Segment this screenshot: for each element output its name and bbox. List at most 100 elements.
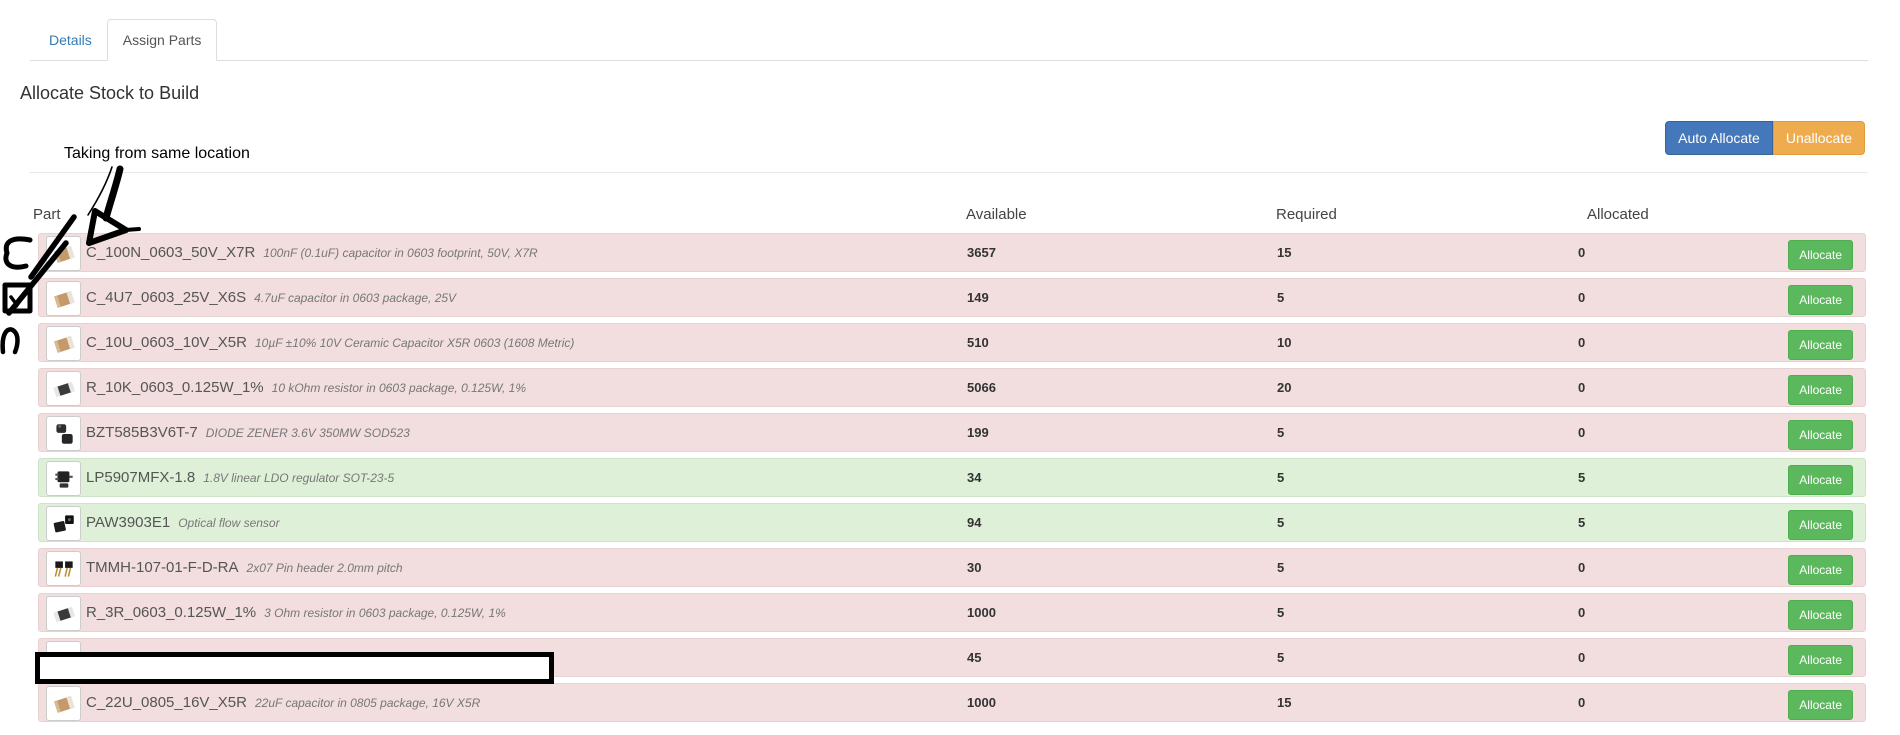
- required-value: 5: [1277, 425, 1285, 440]
- tab-assign-parts[interactable]: Assign Parts: [106, 19, 218, 61]
- allocate-button[interactable]: Allocate: [1788, 285, 1853, 315]
- diode-photo-icon: [46, 416, 81, 451]
- part-description: 22uF capacitor in 0805 package, 16V X5R: [254, 696, 481, 710]
- capacitor-photo-icon: [46, 236, 81, 271]
- part-row-7: PAW3903E1 Optical flow sensor 94 5 5 All…: [38, 503, 1866, 542]
- part-name: LP5907MFX-1.8: [86, 469, 196, 486]
- required-value: 5: [1277, 470, 1285, 485]
- part-row-5: BZT585B3V6T-7 DIODE ZENER 3.6V 350MW SOD…: [38, 413, 1866, 452]
- available-value: 1000: [967, 605, 996, 620]
- allocated-value: 0: [1578, 560, 1586, 575]
- allocated-value: 0: [1578, 335, 1586, 350]
- pin-header-photo-icon: [46, 551, 81, 586]
- available-value: 5066: [967, 380, 996, 395]
- part-name: TMMH-107-01-F-D-RA: [86, 559, 239, 576]
- sensor-photo-icon: [46, 506, 81, 541]
- allocate-button[interactable]: Allocate: [1788, 375, 1853, 405]
- part-row-8: TMMH-107-01-F-D-RA 2x07 Pin header 2.0mm…: [38, 548, 1866, 587]
- part-name: PAW3903E1: [86, 514, 171, 531]
- allocation-toolbar: Auto Allocate Unallocate: [1665, 121, 1865, 155]
- column-header-allocated: Allocated: [1587, 206, 1649, 223]
- allocated-value: 0: [1578, 425, 1586, 440]
- column-header-available: Available: [966, 206, 1027, 223]
- part-name: R_3R_0603_0.125W_1%: [86, 604, 257, 621]
- allocate-button[interactable]: Allocate: [1788, 690, 1853, 720]
- available-value: 149: [967, 290, 989, 305]
- available-value: 30: [967, 560, 982, 575]
- drawn-squiggle-row3: [0, 327, 20, 355]
- required-value: 15: [1277, 245, 1292, 260]
- part-description: 3 Ohm resistor in 0603 package, 0.125W, …: [264, 606, 506, 620]
- allocated-value: 0: [1578, 605, 1586, 620]
- divider: [30, 172, 1868, 173]
- allocate-button[interactable]: Allocate: [1788, 240, 1853, 270]
- required-value: 15: [1277, 695, 1292, 710]
- allocate-button[interactable]: Allocate: [1788, 330, 1853, 360]
- available-value: 510: [967, 335, 989, 350]
- part-row-11: C_22U_0805_16V_X5R 22uF capacitor in 080…: [38, 683, 1866, 722]
- arrow-head-tail: [124, 227, 141, 232]
- allocated-value: 0: [1578, 290, 1586, 305]
- allocate-button[interactable]: Allocate: [1788, 555, 1853, 585]
- arrow-curve: [87, 166, 113, 216]
- drawn-checkbox-tick: [9, 287, 30, 308]
- capacitor-photo-icon: [46, 281, 81, 316]
- allocated-value: 5: [1578, 470, 1586, 485]
- allocated-value: 0: [1578, 650, 1586, 665]
- page-title: Allocate Stock to Build: [20, 83, 200, 103]
- allocated-value: 0: [1578, 695, 1586, 710]
- allocate-button[interactable]: Allocate: [1788, 600, 1853, 630]
- capacitor-photo-icon: [46, 686, 81, 721]
- tab-details[interactable]: Details: [49, 32, 92, 48]
- allocate-button[interactable]: Allocate: [1788, 645, 1853, 675]
- resistor-photo-icon: [46, 596, 81, 631]
- allocated-value: 5: [1578, 515, 1586, 530]
- tab-bar: Details Assign Parts: [30, 19, 1868, 61]
- column-header-part: Part: [33, 206, 61, 223]
- part-description: Optical flow sensor: [178, 516, 280, 530]
- handwritten-note: Taking from same location: [64, 145, 250, 162]
- auto-allocate-button[interactable]: Auto Allocate: [1665, 121, 1773, 155]
- available-value: 1000: [967, 695, 996, 710]
- part-description: 10 kOhm resistor in 0603 package, 0.125W…: [271, 381, 526, 395]
- required-value: 5: [1277, 290, 1285, 305]
- part-name: C_22U_0805_16V_X5R: [86, 694, 247, 711]
- part-row-9: R_3R_0603_0.125W_1% 3 Ohm resistor in 06…: [38, 593, 1866, 632]
- required-value: 20: [1277, 380, 1292, 395]
- available-value: 3657: [967, 245, 996, 260]
- part-name: R_10K_0603_0.125W_1%: [86, 379, 264, 396]
- part-name: C_10U_0603_10V_X5R: [86, 334, 247, 351]
- resistor-photo-icon: [46, 371, 81, 406]
- regulator-photo-icon: [46, 461, 81, 496]
- part-row-6: LP5907MFX-1.8 1.8V linear LDO regulator …: [38, 458, 1866, 497]
- part-row-3: C_10U_0603_10V_X5R 10µF ±10% 10V Ceramic…: [38, 323, 1866, 362]
- unallocate-button[interactable]: Unallocate: [1772, 121, 1865, 155]
- required-value: 5: [1277, 650, 1285, 665]
- drawn-checkbox-row2: [2, 282, 33, 314]
- part-description: 2x07 Pin header 2.0mm pitch: [246, 561, 403, 575]
- allocated-value: 0: [1578, 380, 1586, 395]
- allocate-button[interactable]: Allocate: [1788, 465, 1853, 495]
- part-name: C_4U7_0603_25V_X6S: [86, 289, 247, 306]
- column-header-required: Required: [1276, 206, 1337, 223]
- allocate-button[interactable]: Allocate: [1788, 420, 1853, 450]
- available-value: 45: [967, 650, 982, 665]
- allocate-button[interactable]: Allocate: [1788, 510, 1853, 540]
- redaction-box: [35, 652, 554, 684]
- part-description: 100nF (0.1uF) capacitor in 0603 footprin…: [263, 246, 538, 260]
- required-value: 5: [1277, 605, 1285, 620]
- drawn-bracket-row1: [3, 236, 33, 270]
- parts-list: C_100N_0603_50V_X7R 100nF (0.1uF) capaci…: [38, 233, 1866, 728]
- part-row-4: R_10K_0603_0.125W_1% 10 kOhm resistor in…: [38, 368, 1866, 407]
- available-value: 199: [967, 425, 989, 440]
- part-name: BZT585B3V6T-7: [86, 424, 198, 441]
- required-value: 10: [1277, 335, 1292, 350]
- part-row-1: C_100N_0603_50V_X7R 100nF (0.1uF) capaci…: [38, 233, 1866, 272]
- allocated-value: 0: [1578, 245, 1586, 260]
- part-description: DIODE ZENER 3.6V 350MW SOD523: [205, 426, 410, 440]
- part-row-2: C_4U7_0603_25V_X6S 4.7uF capacitor in 06…: [38, 278, 1866, 317]
- available-value: 94: [967, 515, 982, 530]
- part-name: C_100N_0603_50V_X7R: [86, 244, 256, 261]
- available-value: 34: [967, 470, 982, 485]
- arrow-shaft: [102, 165, 124, 222]
